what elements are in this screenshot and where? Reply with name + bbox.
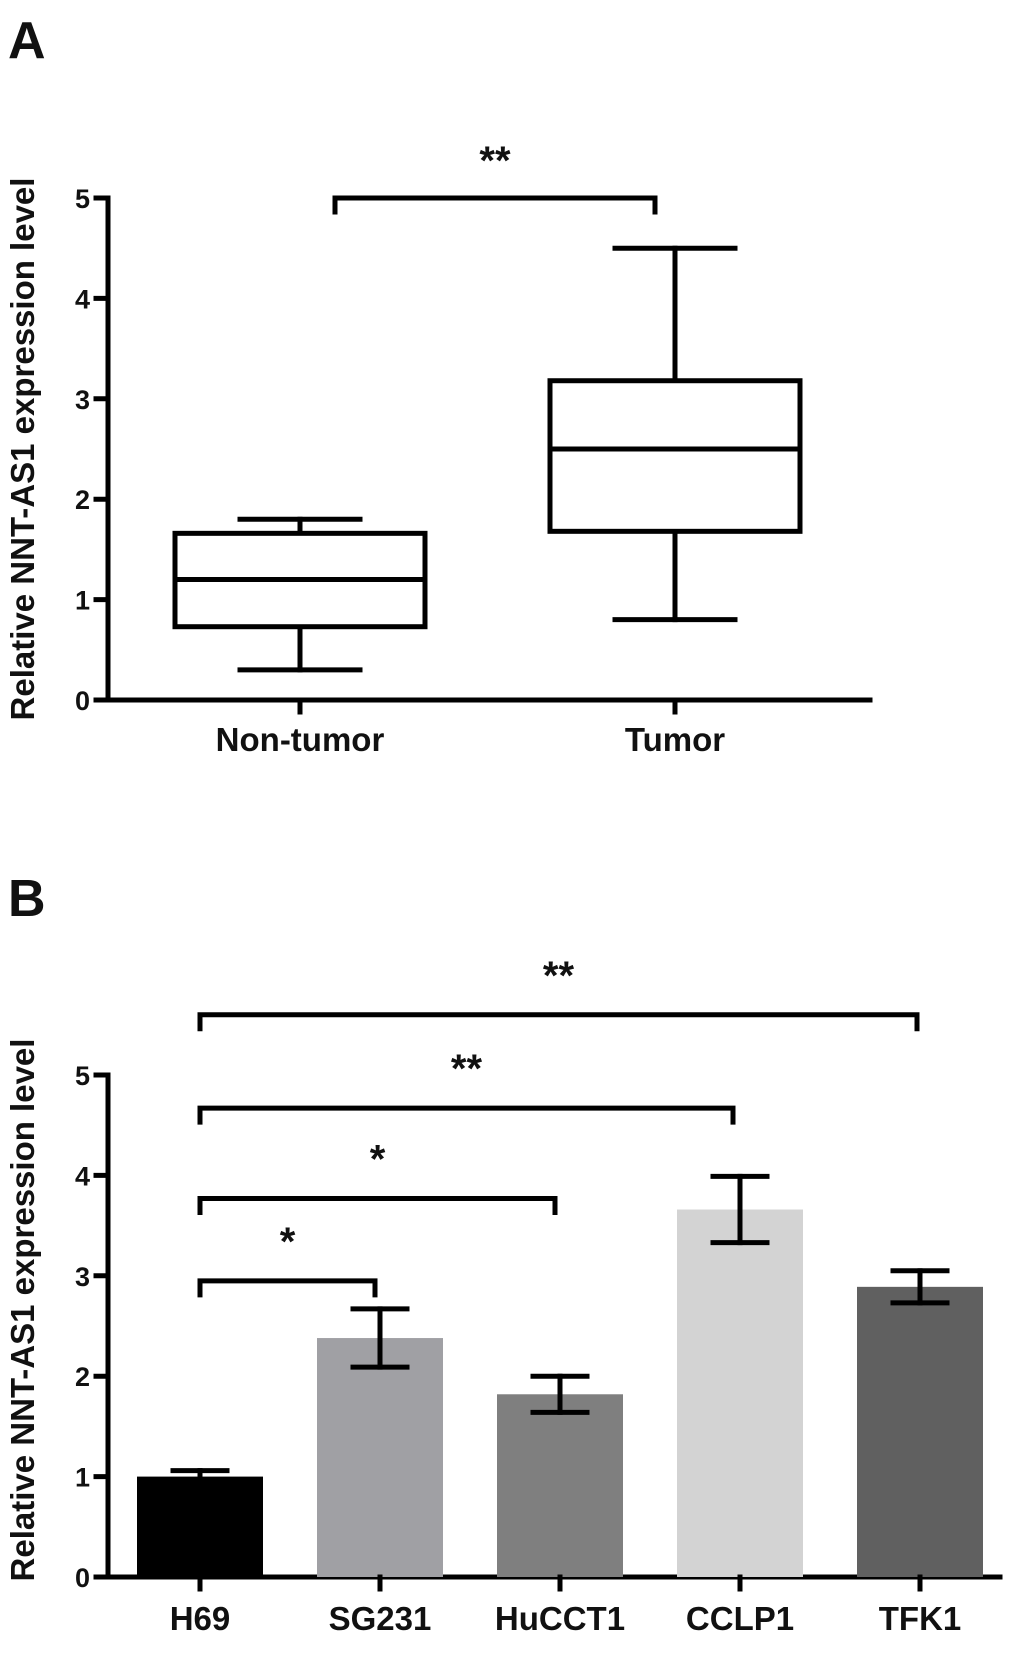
y-tick-label: 1	[75, 586, 90, 616]
y-tick-label: 4	[75, 1161, 90, 1191]
significance-label: *	[370, 1137, 386, 1181]
y-axis-label: Relative NNT-AS1 expression level	[4, 178, 41, 721]
x-category-label: H69	[170, 1600, 231, 1637]
x-category-label: CCLP1	[686, 1600, 794, 1637]
significance-label: *	[280, 1220, 296, 1264]
y-tick-label: 5	[75, 184, 90, 214]
bar	[497, 1394, 623, 1577]
significance-bracket	[332, 195, 658, 215]
x-category-label: HuCCT1	[495, 1600, 625, 1637]
y-tick-label: 2	[75, 485, 90, 515]
bar	[677, 1209, 803, 1577]
panel-a-label: A	[8, 12, 46, 70]
box-iqr	[547, 378, 803, 534]
panel-b-label: B	[8, 870, 46, 928]
y-tick-label: 1	[75, 1463, 90, 1493]
significance-bracket	[197, 1105, 736, 1125]
significance-label: **	[479, 139, 511, 183]
significance-label: **	[543, 954, 575, 998]
y-tick-label: 3	[75, 385, 90, 415]
x-category-label: SG231	[329, 1600, 432, 1637]
x-category-label: Tumor	[625, 721, 725, 758]
significance-bracket	[197, 1195, 558, 1215]
y-tick-label: 0	[75, 686, 90, 716]
bar	[857, 1286, 983, 1577]
y-tick-label: 2	[75, 1362, 90, 1392]
bar	[317, 1338, 443, 1577]
y-tick-label: 0	[75, 1563, 90, 1593]
y-tick-label: 3	[75, 1262, 90, 1292]
significance-bracket	[197, 1278, 378, 1298]
panel-b-bar-chart: 0 1 2 3 4 5 Relative NNT-AS1 expression level H…	[4, 954, 1003, 1637]
panel-a-box-plot: 0 1 2 3 4 5 Relative NNT-AS1 expression level N…	[4, 139, 873, 758]
significance-bracket	[197, 1012, 920, 1032]
significance-label: **	[451, 1047, 483, 1091]
y-tick-label: 5	[75, 1061, 90, 1091]
x-category-label: TFK1	[879, 1600, 962, 1637]
bar	[137, 1476, 263, 1577]
y-tick-label: 4	[75, 284, 90, 314]
y-axis-label: Relative NNT-AS1 expression level	[4, 1039, 41, 1582]
x-category-label: Non-tumor	[216, 721, 385, 758]
